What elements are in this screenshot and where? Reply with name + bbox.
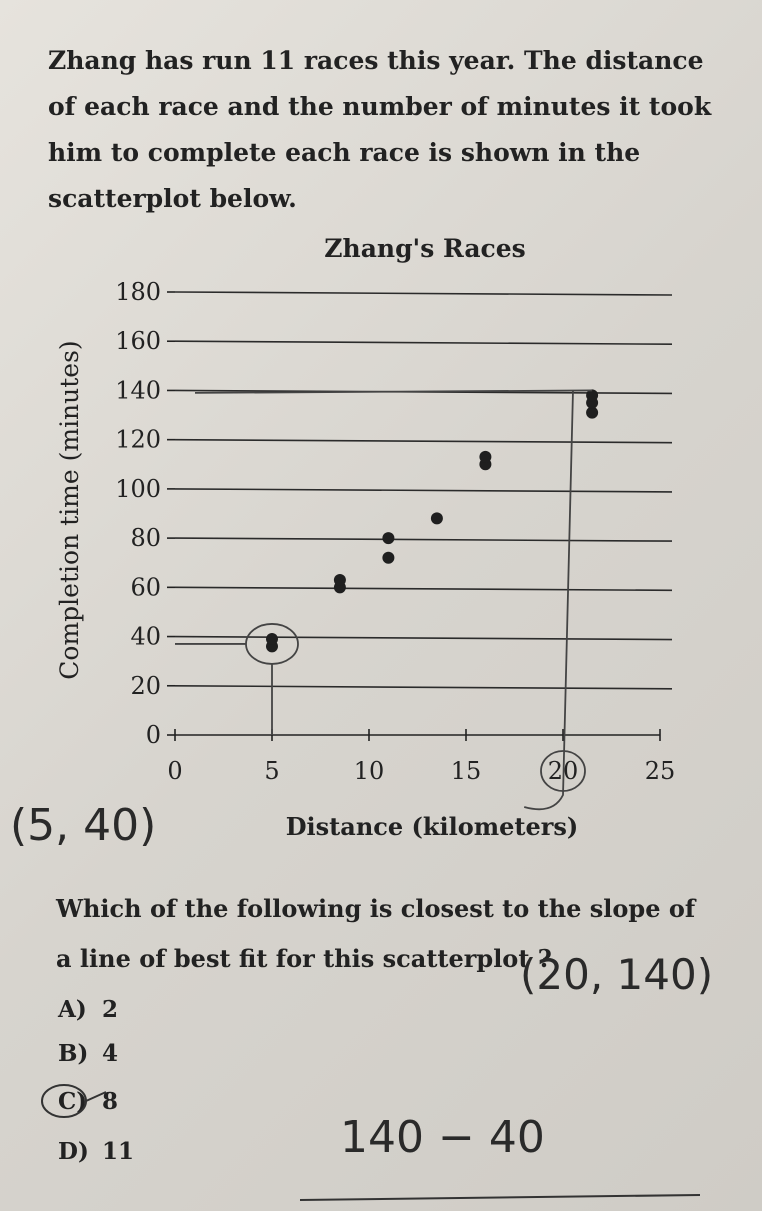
problem-statement: Zhang has run 11 races this year. The di… <box>48 46 712 213</box>
data-point-12 <box>586 389 599 402</box>
gridline-120 <box>174 438 673 444</box>
x-axis-label: Distance (kilometers) <box>285 812 579 841</box>
question-text: Which of the following is closest to the… <box>56 894 696 973</box>
data-point-5 <box>382 551 395 564</box>
x-tick-label-10: 10 <box>354 757 385 785</box>
choice-b-value: 4 <box>102 1040 119 1067</box>
data-point-4 <box>333 573 346 586</box>
y-tick-label-0: 0 <box>146 721 161 749</box>
axes <box>167 291 661 741</box>
x-tick-label-25: 25 <box>645 757 676 785</box>
y-tick-label-80: 80 <box>130 524 161 552</box>
y-tick-label-160: 160 <box>115 327 161 355</box>
y-tick-label-20: 20 <box>130 672 161 700</box>
y-tick-label-60: 60 <box>130 573 161 601</box>
x-tick-label-0: 0 <box>167 757 182 785</box>
gridline-100 <box>174 488 673 493</box>
choice-b[interactable]: B) 4 <box>58 1040 118 1067</box>
choice-d-value: 11 <box>102 1138 135 1165</box>
y-tick-label-100: 100 <box>115 475 161 503</box>
choice-a[interactable]: A) 2 <box>58 996 118 1023</box>
gridline-80 <box>174 537 673 542</box>
guide-line-y140 <box>194 389 593 394</box>
y-tick-label-40: 40 <box>130 623 161 651</box>
chart-title: Zhang's Races <box>324 234 526 263</box>
data-point-10 <box>586 406 599 419</box>
grid-lines <box>174 291 673 690</box>
gridline-40 <box>174 635 673 641</box>
choice-b-letter: B) <box>58 1040 89 1067</box>
pencil-marks <box>175 389 593 811</box>
y-tick-label-180: 180 <box>115 278 161 306</box>
gridline-180 <box>174 291 673 296</box>
choice-a-value: 2 <box>102 996 119 1023</box>
y-tick-label-140: 140 <box>115 376 161 404</box>
gridline-160 <box>174 340 673 346</box>
handwritten-point-a: (5, 40) <box>10 800 157 851</box>
y-axis-label: Completion time (minutes) <box>55 340 84 679</box>
y-tick-label-120: 120 <box>115 426 161 454</box>
guide-line-x20 <box>523 390 574 811</box>
x-tick-label-5: 5 <box>264 757 279 785</box>
gridline-60 <box>174 586 673 592</box>
data-point-9 <box>479 450 492 463</box>
handwritten-work: 140 − 40 <box>340 1112 545 1163</box>
choice-a-letter: A) <box>58 996 87 1023</box>
choice-c-letter: C) <box>58 1088 88 1115</box>
data-point-6 <box>382 532 395 545</box>
choice-c-value: 8 <box>102 1088 119 1115</box>
x-tick-labels: 0 5 10 15 20 25 <box>167 757 675 785</box>
data-point-2 <box>266 633 278 646</box>
choice-c[interactable]: C) 8 <box>58 1088 118 1115</box>
y-tick-labels: 0 20 40 60 80 100 120 140 160 180 <box>115 278 161 749</box>
x-tick-label-15: 15 <box>451 757 482 785</box>
choice-d-letter: D) <box>58 1138 89 1165</box>
data-points <box>266 389 599 653</box>
data-point-7 <box>430 512 443 525</box>
handwritten-point-b: (20, 140) <box>520 950 714 999</box>
choice-d[interactable]: D) 11 <box>58 1138 134 1165</box>
gridline-20 <box>174 684 673 690</box>
